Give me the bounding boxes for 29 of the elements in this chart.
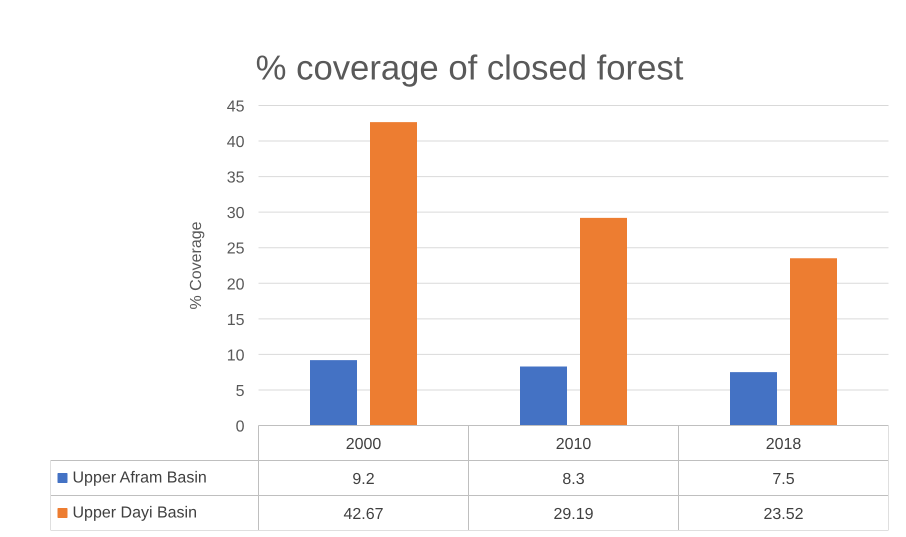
data-label: 29.19 xyxy=(553,506,594,523)
x-tick-label: 2000 xyxy=(346,436,382,453)
x-tick-label: 2010 xyxy=(556,436,592,453)
y-tick-label: 20 xyxy=(226,276,245,294)
x-tick-label: 2018 xyxy=(766,436,802,453)
bar xyxy=(580,218,627,426)
y-tick-label: 30 xyxy=(226,205,245,222)
bar xyxy=(370,122,417,426)
bar xyxy=(310,360,357,426)
chart-title: % coverage of closed forest xyxy=(256,50,684,88)
y-tick-label: 0 xyxy=(236,418,245,436)
y-tick-label: 15 xyxy=(226,312,245,329)
y-axis-title: % Coverage xyxy=(188,221,205,310)
data-label: 8.3 xyxy=(562,471,585,488)
legend-label: Upper Dayi Basin xyxy=(72,504,197,522)
y-tick-label: 35 xyxy=(226,170,245,187)
legend-label: Upper Afram Basin xyxy=(72,470,207,486)
bar xyxy=(520,366,567,426)
data-label: 9.2 xyxy=(352,471,375,488)
y-tick-label: 40 xyxy=(226,134,245,152)
y-tick-label: 45 xyxy=(226,98,245,116)
bar xyxy=(730,372,777,426)
y-tick-label: 25 xyxy=(226,240,245,258)
data-label: 42.67 xyxy=(343,506,384,523)
y-tick-label: 5 xyxy=(236,382,245,400)
y-tick-label: 10 xyxy=(226,347,245,364)
data-label: 23.52 xyxy=(763,506,804,523)
bar xyxy=(790,258,837,426)
data-label: 7.5 xyxy=(772,471,795,488)
